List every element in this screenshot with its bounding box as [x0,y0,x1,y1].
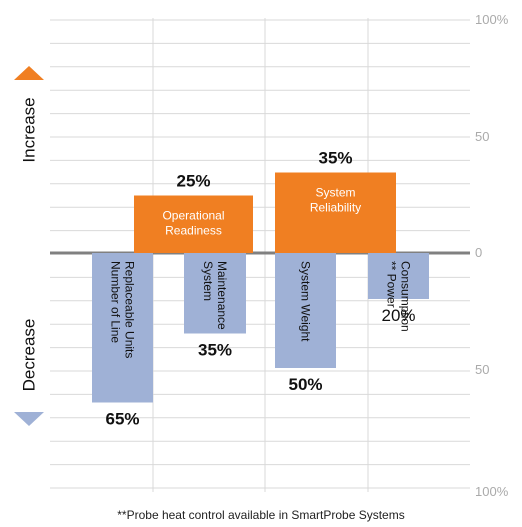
decrease-label: Decrease [18,318,38,392]
bar-category-label-group: Number of Line Replaceable Units [109,261,137,358]
bar-value-label: 35% [318,149,352,168]
y-tick-label: 0 [475,245,482,260]
bar-value-label: 20% [381,306,415,325]
bar-category-label: Consumption [399,261,413,332]
increase-label: Increase [19,97,39,163]
bar-category-label-group: System Weight [299,261,313,342]
bar-category-label: ** Power [385,261,399,308]
decrease-bar [368,253,429,299]
decrease-bar [92,253,153,403]
y-tick-label: 50 [475,362,489,377]
footnote: **Probe heat control available in SmartP… [117,508,405,522]
labels: OperationalReadiness25%SystemReliability… [105,149,415,429]
bar-category-label: System [201,261,215,301]
decrease-bar [275,253,336,368]
bar-value-label: 65% [105,410,139,429]
bar-category-label: Maintenance [215,261,229,330]
bar-category-label-group: System Maintenance [201,261,229,330]
y-tick-label: 100% [475,12,509,27]
increase-bar [275,172,396,253]
bar-category-label: System Weight [299,261,313,342]
y-tick-label: 50 [475,129,489,144]
y-tick-label: 100% [475,484,509,499]
increase-bar [134,195,253,253]
bar-category-label: Number of Line [109,261,123,343]
bar-value-label: 25% [176,172,210,191]
decrease-bar [184,253,246,334]
bar-category-label: Reliability [310,201,361,215]
bar-value-label: 35% [198,341,232,360]
bar-category-label: Readiness [165,224,222,238]
bar-value-label: 50% [288,375,322,394]
bar-category-label: Operational [162,209,224,223]
bar-category-label: System [315,186,355,200]
bar-category-label: Replaceable Units [123,261,137,358]
increase-arrow-icon [14,66,44,80]
y-tick-labels: 100% 50 0 50 100% [475,12,509,499]
decrease-arrow-icon [14,412,44,426]
direction-arrows [14,66,44,426]
bars [92,172,429,403]
bar-category-label-group: ** Power Consumption [385,261,413,332]
